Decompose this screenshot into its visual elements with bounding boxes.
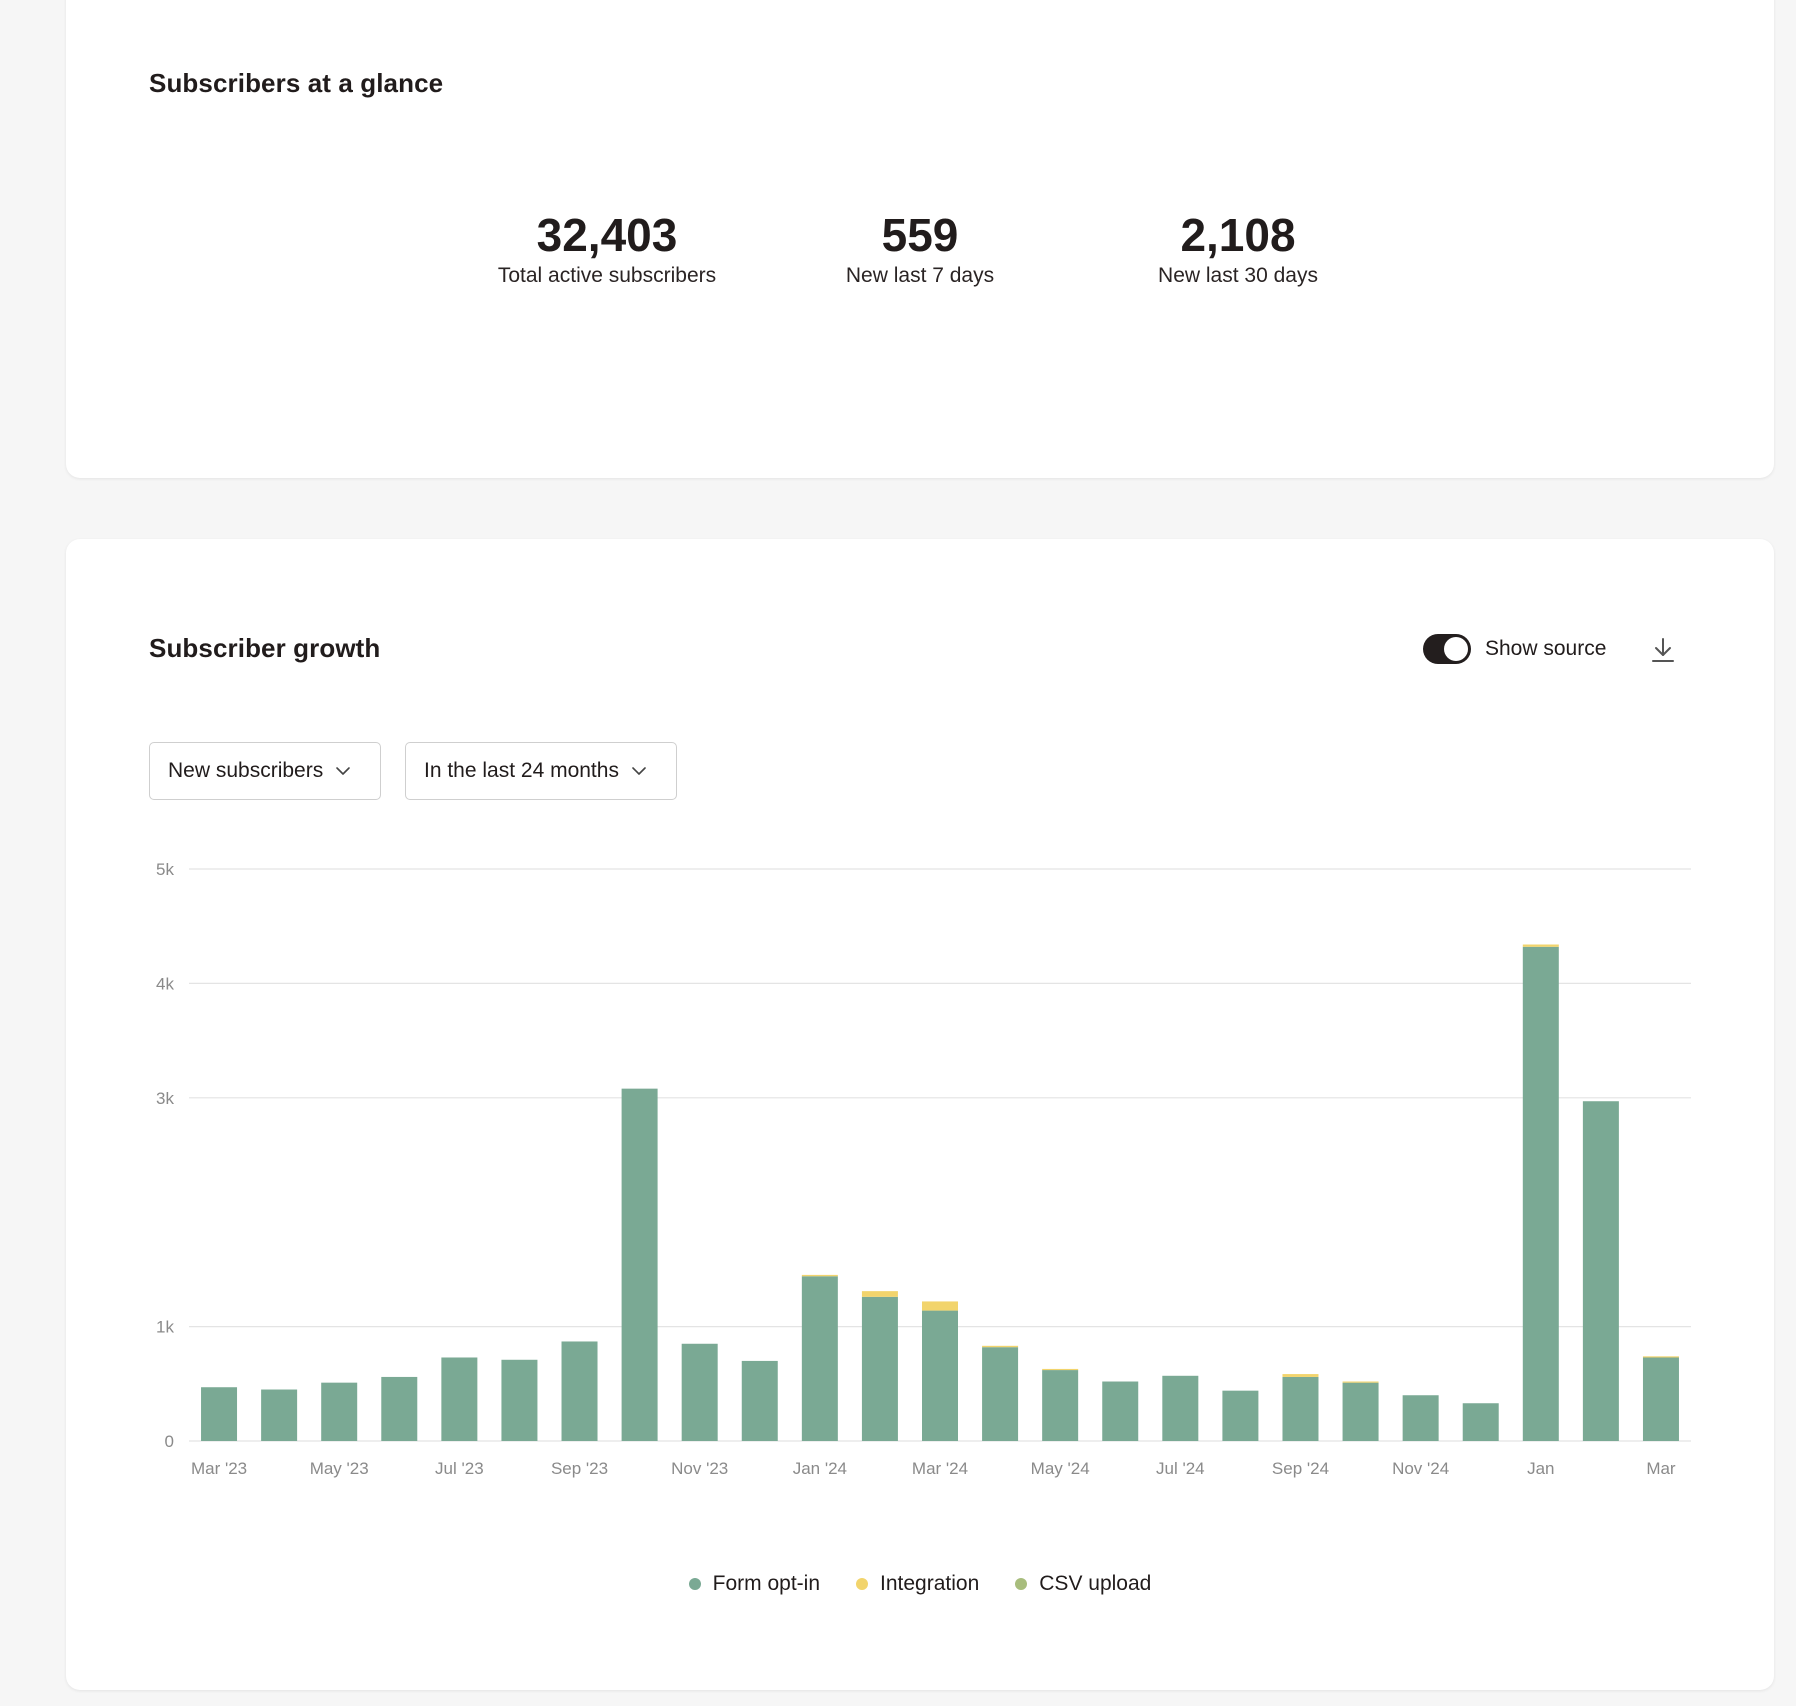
x-tick-label: Mar '24 <box>912 1459 968 1478</box>
download-button[interactable] <box>1648 635 1678 665</box>
metric-select-value: New subscribers <box>168 759 324 782</box>
bar-form-opt-in <box>1282 1376 1319 1441</box>
bar-integration <box>922 1301 958 1311</box>
x-tick-label: May '23 <box>310 1459 369 1478</box>
legend-item-form-optin[interactable]: Form opt-in <box>688 1572 821 1596</box>
bar-form-opt-in <box>1222 1390 1259 1441</box>
stat-new-30-days: 2,108 New last 30 days <box>1078 208 1398 288</box>
bar-form-opt-in <box>261 1389 298 1441</box>
x-tick-label: Nov '24 <box>1392 1459 1449 1478</box>
bar-form-opt-in <box>201 1387 238 1441</box>
stat-total-active: 32,403 Total active subscribers <box>447 208 767 288</box>
stat-label: Total active subscribers <box>497 264 717 287</box>
y-tick-label: 0 <box>165 1432 174 1451</box>
range-select-value: In the last 24 months <box>424 759 619 782</box>
stat-value: 32,403 <box>536 209 678 261</box>
range-select[interactable]: In the last 24 months <box>405 742 677 800</box>
stat-label: New last 30 days <box>1158 264 1318 287</box>
legend-item-csv-upload[interactable]: CSV upload <box>1015 1572 1151 1596</box>
chart-legend: Form opt-in Integration CSV upload <box>66 1572 1774 1596</box>
bar-integration <box>861 1291 898 1297</box>
bar-form-opt-in <box>1522 946 1559 1441</box>
x-tick-label: Nov '23 <box>671 1459 728 1478</box>
bar-form-opt-in <box>861 1296 898 1441</box>
show-source-toggle[interactable]: Show source <box>1423 634 1606 664</box>
bar-form-opt-in <box>922 1310 958 1441</box>
chevron-down-icon <box>336 767 351 775</box>
glance-title: Subscribers at a glance <box>149 68 444 98</box>
stat-value: 2,108 <box>1180 209 1296 261</box>
x-tick-label: Jul '24 <box>1156 1459 1205 1478</box>
download-icon <box>1652 638 1674 662</box>
glance-card: Subscribers at a glance 32,403 Total act… <box>66 0 1774 478</box>
x-tick-label: May '24 <box>1031 1459 1090 1478</box>
x-tick-label: Sep '23 <box>551 1459 608 1478</box>
bar-form-opt-in <box>1462 1403 1499 1441</box>
growth-title: Subscriber growth <box>149 633 381 663</box>
stat-label: New last 7 days <box>845 264 995 287</box>
legend-dot <box>688 1578 701 1590</box>
bar-integration <box>982 1345 1019 1348</box>
bar-integration <box>801 1274 838 1277</box>
legend-label: Integration <box>880 1572 980 1595</box>
y-tick-label: 5k <box>156 860 174 879</box>
bar-form-opt-in <box>1342 1382 1379 1441</box>
stat-new-7-days: 559 New last 7 days <box>760 208 1080 288</box>
bar-form-opt-in <box>681 1343 718 1441</box>
x-tick-label: Jan '24 <box>793 1459 847 1478</box>
y-tick-label: 3k <box>156 1089 174 1108</box>
subscriber-growth-chart: 0 1k 3k 4k 5k Mar '23 May '23 Jul '23 Sep '23 Nov… <box>156 860 1691 1478</box>
x-tick-label: Jan <box>1527 1459 1554 1478</box>
bar-integration <box>1342 1381 1379 1383</box>
chevron-down-icon <box>632 767 646 775</box>
x-tick-label: Jul '23 <box>435 1459 484 1478</box>
bar-form-opt-in <box>561 1341 598 1441</box>
bar-form-opt-in <box>1582 1101 1619 1441</box>
bar-form-opt-in <box>441 1357 478 1441</box>
x-tick-label: Sep '24 <box>1272 1459 1329 1478</box>
bar-integration <box>1642 1356 1679 1358</box>
bar-form-opt-in <box>1162 1375 1199 1441</box>
growth-card: Subscriber growth Show source New subscr… <box>66 539 1774 1690</box>
metric-select[interactable]: New subscribers <box>149 742 381 800</box>
legend-label: Form opt-in <box>712 1572 821 1595</box>
legend-dot <box>856 1578 869 1590</box>
y-tick-label: 4k <box>156 974 174 993</box>
bar-form-opt-in <box>741 1360 778 1441</box>
x-tick-label: Mar '23 <box>191 1459 247 1478</box>
bar-form-opt-in <box>501 1359 538 1441</box>
bar-form-opt-in <box>1102 1381 1139 1441</box>
bar-form-opt-in <box>1402 1395 1439 1441</box>
y-tick-label: 1k <box>156 1318 174 1337</box>
bar-integration <box>1042 1368 1079 1371</box>
bar-form-opt-in <box>982 1347 1019 1441</box>
stat-value: 559 <box>881 209 959 261</box>
x-tick-label: Mar <box>1646 1459 1676 1478</box>
legend-label: CSV upload <box>1039 1572 1152 1595</box>
bar-form-opt-in <box>621 1088 658 1441</box>
bar-form-opt-in <box>1042 1370 1079 1441</box>
legend-dot <box>1015 1578 1028 1590</box>
toggle-label: Show source <box>1485 637 1607 660</box>
bar-integration <box>1522 944 1559 947</box>
legend-item-integration[interactable]: Integration <box>856 1572 979 1596</box>
toggle-knob <box>1444 637 1468 661</box>
bar-form-opt-in <box>801 1276 838 1441</box>
toggle-switch[interactable] <box>1423 634 1471 664</box>
bar-form-opt-in <box>381 1376 418 1441</box>
bar-integration <box>1282 1374 1319 1377</box>
bar-form-opt-in <box>321 1382 358 1441</box>
bar-form-opt-in <box>1642 1357 1679 1441</box>
